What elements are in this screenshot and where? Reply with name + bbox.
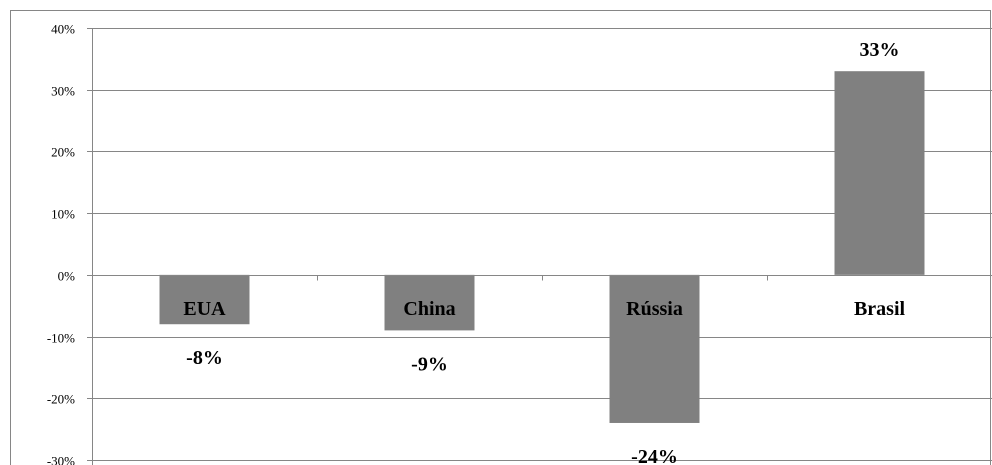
category-label: EUA (183, 298, 226, 320)
category-labels: EUA China Rússia Brasil (183, 298, 905, 320)
y-tick-label: 0% (58, 269, 76, 284)
y-tick-label: -10% (47, 331, 75, 346)
category-label: Brasil (854, 298, 906, 320)
y-tick-label: 20% (51, 145, 75, 160)
y-tick-labels: 40% 30% 20% 10% 0% -10% -20% -30% (47, 22, 75, 465)
category-label: China (403, 298, 455, 320)
y-tick-label: 30% (51, 84, 75, 99)
y-tick-label: 40% (51, 22, 75, 37)
category-label: Rússia (626, 298, 683, 320)
y-tick-label: -30% (47, 454, 75, 465)
bars (160, 71, 925, 423)
y-tick-label: 10% (51, 207, 75, 222)
data-label: -24% (631, 446, 678, 465)
data-label: -8% (186, 347, 223, 369)
data-label: -9% (411, 353, 448, 375)
y-tick-label: -20% (47, 392, 75, 407)
data-label: 33% (860, 39, 900, 61)
bar (835, 71, 925, 275)
data-labels: -8% -9% -24% 33% (186, 39, 899, 465)
